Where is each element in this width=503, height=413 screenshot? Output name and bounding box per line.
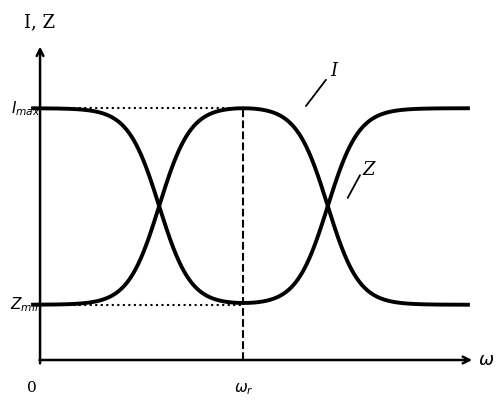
Text: 0: 0 [27,382,37,396]
Text: Z: Z [363,161,375,179]
Text: $Z_{min}$: $Z_{min}$ [10,295,42,314]
Text: $I_{max}$: $I_{max}$ [11,99,41,118]
Text: I, Z: I, Z [25,14,56,31]
Text: I: I [330,62,337,81]
Text: $\omega_r$: $\omega_r$ [233,382,254,397]
Text: $\omega$: $\omega$ [478,351,494,369]
